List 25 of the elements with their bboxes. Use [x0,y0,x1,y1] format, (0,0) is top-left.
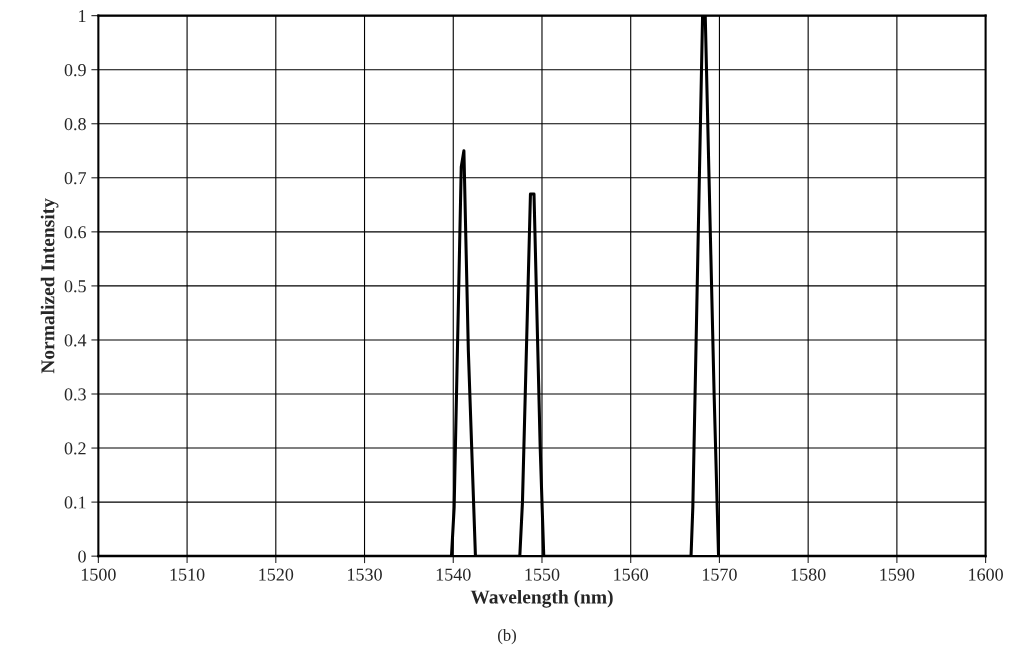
y-tick-label: 0.2 [64,442,86,455]
x-tick-label: 1560 [614,568,649,581]
x-tick-label: 1540 [436,568,471,581]
y-axis-title: Normalized Intensity [40,198,59,374]
x-tick-label: 1600 [969,568,1003,581]
x-tick-label: 1590 [880,568,915,581]
x-tick-label: 1580 [791,568,826,581]
y-tick-label: 0 [78,550,86,563]
x-tick-label: 1530 [348,568,382,581]
y-tick-label: 0.1 [64,496,86,509]
x-tick-label: 1570 [702,568,737,581]
y-tick-label: 0.6 [64,226,87,239]
y-tick-label: 0.3 [64,388,86,401]
y-tick-label: 0.9 [64,63,86,77]
y-tick-label: 1 [79,9,86,22]
x-tick-label: 1510 [170,568,205,581]
y-tick-label: 0.4 [64,334,87,347]
x-tick-label: 1520 [259,568,294,581]
x-tick-label: 1550 [525,568,560,581]
y-tick-label: 0.5 [64,280,86,293]
y-tick-label: 0.8 [64,118,86,131]
x-axis-title: Wavelength (nm) [470,589,613,608]
y-tick-label: 0.7 [64,172,87,185]
x-tick-label: 1500 [81,568,116,581]
text: (b) [498,629,516,645]
